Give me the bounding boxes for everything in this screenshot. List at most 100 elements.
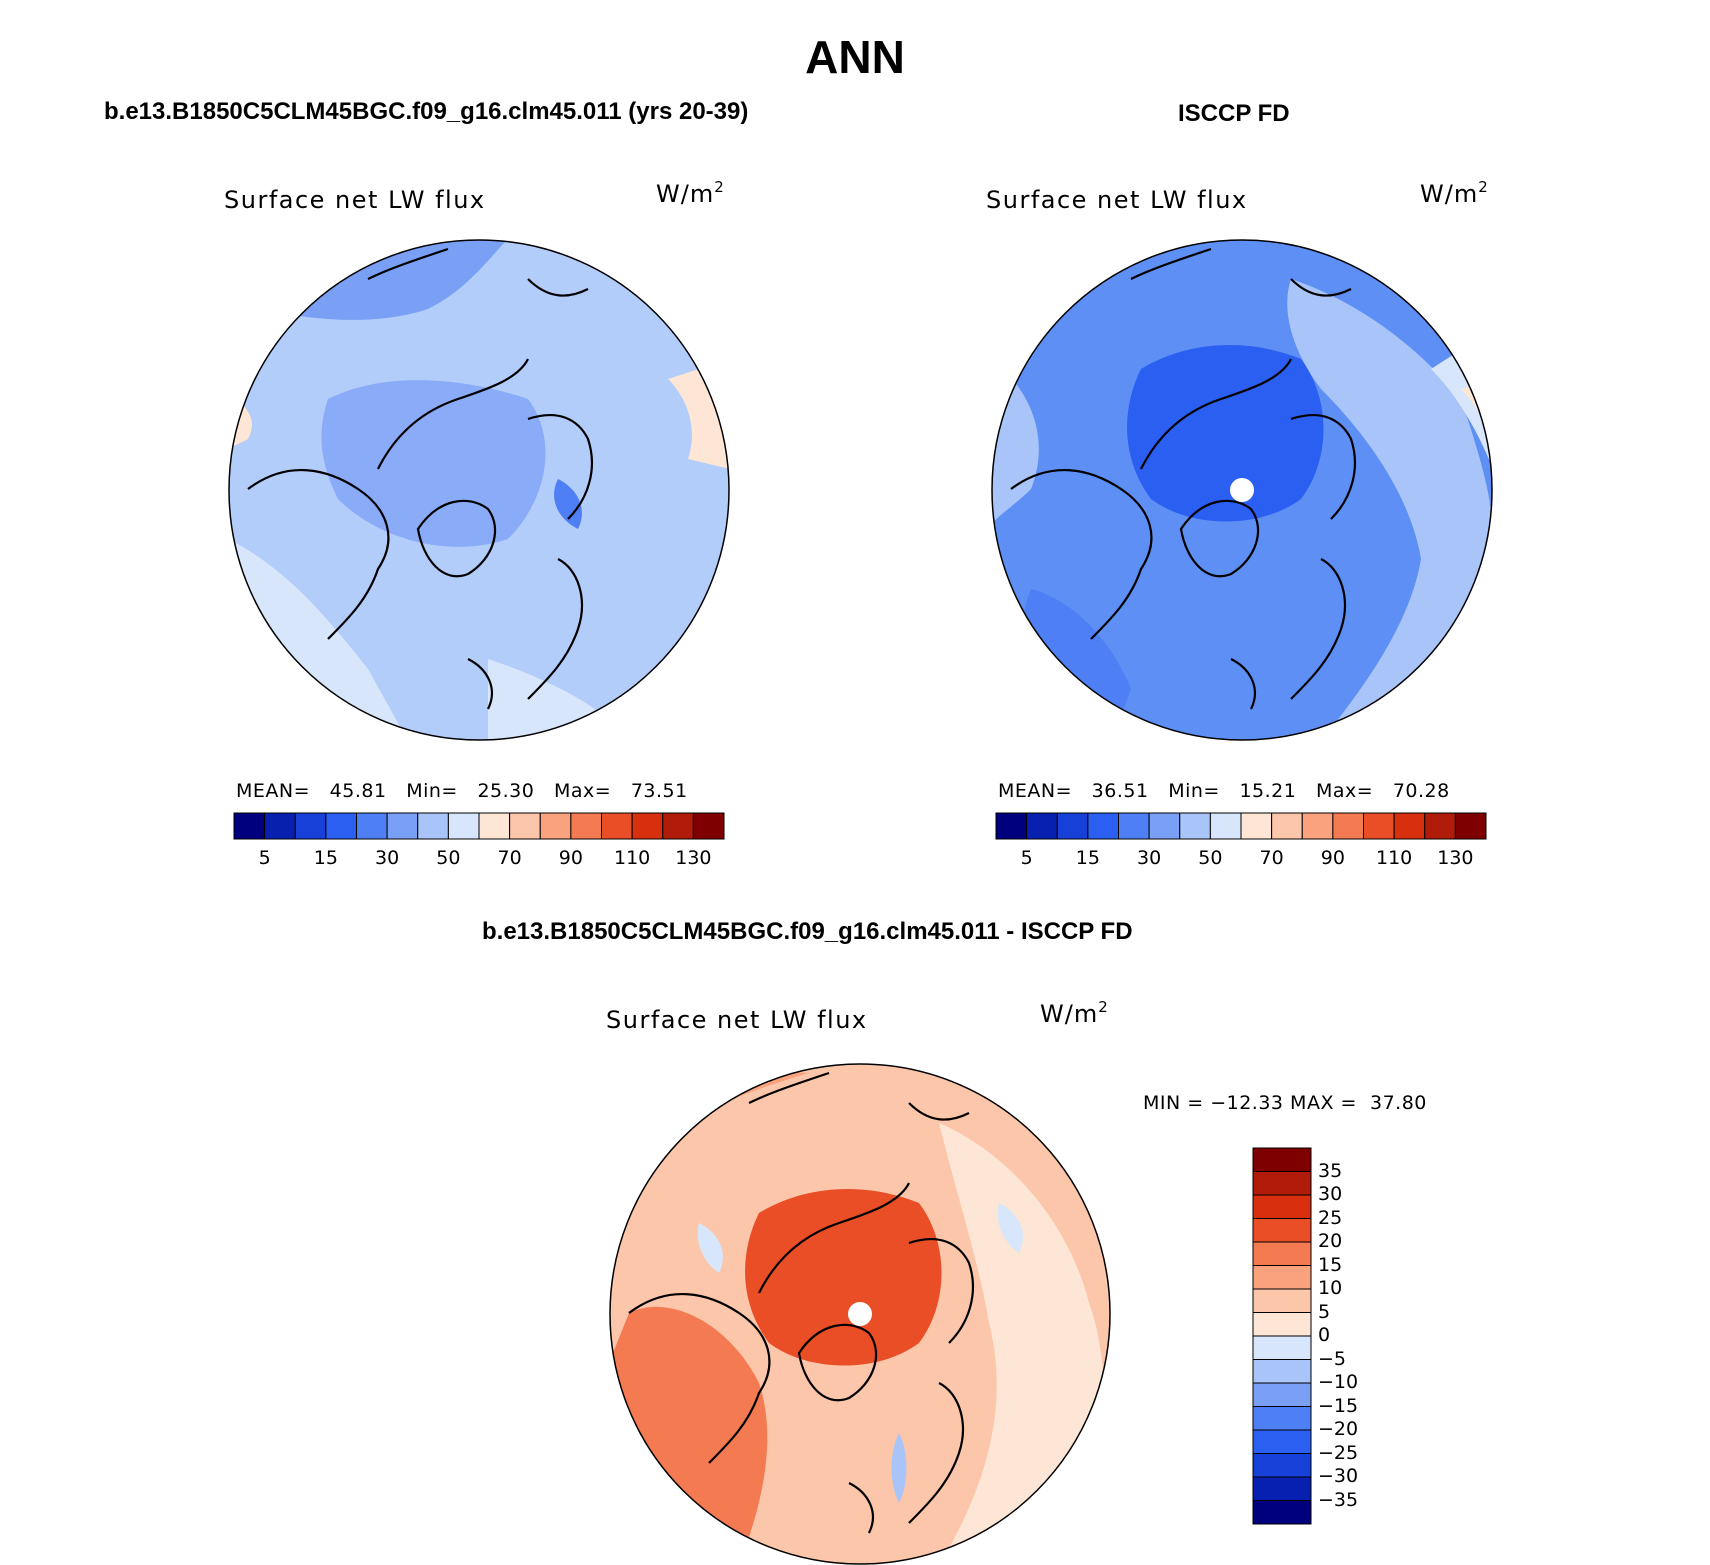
colorbar-tick-label: 50 bbox=[1198, 847, 1223, 869]
panel3-polar-map bbox=[609, 1063, 1111, 1565]
colorbar-swatch bbox=[1252, 1382, 1312, 1407]
colorbar-tick-label: 70 bbox=[497, 847, 522, 869]
colorbar-tick-label: 30 bbox=[1318, 1183, 1343, 1205]
colorbar-tick-label: −20 bbox=[1318, 1418, 1359, 1440]
colorbar-swatch bbox=[1252, 1429, 1312, 1454]
colorbar-swatch bbox=[1424, 812, 1456, 840]
colorbar-swatch bbox=[447, 812, 480, 840]
colorbar-swatch bbox=[1363, 812, 1395, 840]
panel1-polar-map bbox=[228, 239, 730, 741]
colorbar-swatch bbox=[1209, 812, 1242, 840]
colorbar-tick-label: 50 bbox=[436, 847, 461, 869]
colorbar-tick-label: −10 bbox=[1318, 1371, 1359, 1393]
colorbar-tick-label: 30 bbox=[1137, 847, 1162, 869]
colorbar-swatch bbox=[1056, 812, 1089, 840]
colorbar-tick-label: −15 bbox=[1318, 1394, 1359, 1417]
colorbar-swatch bbox=[1454, 812, 1487, 840]
colorbar-tick-label: 10 bbox=[1318, 1277, 1343, 1299]
colorbar-tick-label: 30 bbox=[375, 847, 400, 869]
main-title: ANN bbox=[805, 31, 905, 83]
colorbar-tick-label: 0 bbox=[1318, 1324, 1331, 1346]
colorbar-swatch bbox=[386, 812, 419, 840]
panel3-field-light bbox=[939, 1123, 1105, 1564]
panel2-variable-label: Surface net LW flux bbox=[986, 186, 1248, 214]
colorbar-tick-label: 110 bbox=[1375, 847, 1413, 869]
colorbar-tick-label: 90 bbox=[1320, 847, 1345, 869]
panel2-coastlines bbox=[1010, 247, 1356, 710]
colorbar-tick-label: 5 bbox=[1020, 847, 1033, 869]
colorbar-swatch bbox=[1240, 812, 1273, 840]
colorbar-swatch bbox=[539, 812, 572, 840]
colorbar-tick-label: −5 bbox=[1318, 1347, 1347, 1370]
colorbar-tick-label: 15 bbox=[1075, 847, 1100, 869]
colorbar-tick-label: −35 bbox=[1318, 1488, 1359, 1511]
colorbar-swatch bbox=[1252, 1312, 1312, 1337]
colorbar-swatch bbox=[1252, 1265, 1312, 1290]
colorbar-tick-label: 25 bbox=[1318, 1206, 1343, 1229]
colorbar-swatch bbox=[570, 812, 602, 840]
colorbar-swatch bbox=[1179, 812, 1211, 840]
panel3-variable-label: Surface net LW flux bbox=[606, 1006, 868, 1034]
panel3-units: W/m2 bbox=[1040, 998, 1109, 1028]
colorbar-swatch bbox=[1252, 1147, 1312, 1172]
colorbar-swatch bbox=[1252, 1194, 1312, 1219]
colorbar-swatch bbox=[1252, 1241, 1312, 1266]
colorbar-swatch bbox=[1332, 812, 1364, 840]
colorbar-tick-label: 20 bbox=[1318, 1230, 1343, 1252]
panel2-pole-hole bbox=[1230, 478, 1254, 502]
panel3-field-cool bbox=[697, 1223, 723, 1273]
colorbar-swatch bbox=[509, 812, 541, 840]
panel3-colorbar bbox=[1252, 1147, 1312, 1525]
panel3-coastlines bbox=[628, 1071, 974, 1534]
colorbar-swatch bbox=[1087, 812, 1119, 840]
panel1-field-dark bbox=[554, 479, 582, 529]
colorbar-swatch bbox=[601, 812, 633, 840]
colorbar-swatch bbox=[995, 812, 1028, 840]
colorbar-tick-label: −30 bbox=[1318, 1465, 1359, 1487]
colorbar-tick-label: −25 bbox=[1318, 1441, 1359, 1464]
colorbar-swatch bbox=[692, 812, 725, 840]
colorbar-swatch bbox=[1393, 812, 1426, 840]
colorbar-swatch bbox=[662, 812, 694, 840]
colorbar-swatch bbox=[1026, 812, 1058, 840]
colorbar-swatch bbox=[1252, 1335, 1312, 1360]
panel1-map-border bbox=[228, 239, 730, 741]
colorbar-swatch bbox=[417, 812, 449, 840]
colorbar-swatch bbox=[1148, 812, 1181, 840]
colorbar-tick-label: 35 bbox=[1318, 1159, 1343, 1182]
colorbar-swatch bbox=[1252, 1500, 1312, 1525]
colorbar-tick-label: 15 bbox=[313, 847, 338, 869]
panel2-colorbar bbox=[995, 812, 1487, 840]
colorbar-swatch bbox=[233, 812, 266, 840]
colorbar-tick-label: 5 bbox=[258, 847, 271, 869]
panel1-colorbar bbox=[233, 812, 725, 840]
colorbar-tick-label: 5 bbox=[1318, 1300, 1331, 1323]
colorbar-swatch bbox=[1118, 812, 1150, 840]
panel1-stats: MEAN= 45.81 Min= 25.30 Max= 73.51 bbox=[236, 780, 688, 802]
panel3-field-cool-3 bbox=[891, 1433, 907, 1503]
colorbar-swatch bbox=[1271, 812, 1303, 840]
colorbar-swatch bbox=[1252, 1359, 1312, 1384]
colorbar-swatch bbox=[1252, 1476, 1312, 1501]
panel1-units: W/m2 bbox=[656, 178, 725, 208]
colorbar-swatch bbox=[294, 812, 327, 840]
panel1-variable-label: Surface net LW flux bbox=[224, 186, 486, 214]
panel3-field-strongest bbox=[745, 1189, 942, 1366]
panel2-polar-map bbox=[991, 239, 1493, 741]
colorbar-swatch bbox=[1301, 812, 1334, 840]
panel3-stats: MIN = −12.33 MAX = 37.80 bbox=[1143, 1092, 1427, 1114]
colorbar-tick-label: 15 bbox=[1318, 1253, 1343, 1276]
colorbar-swatch bbox=[1252, 1218, 1312, 1243]
panel3-case-title: b.e13.B1850C5CLM45BGC.f09_g16.clm45.011 … bbox=[482, 918, 1133, 945]
panel3-pole-hole bbox=[848, 1302, 872, 1326]
colorbar-swatch bbox=[1252, 1171, 1312, 1196]
colorbar-swatch bbox=[264, 812, 296, 840]
colorbar-swatch bbox=[1252, 1288, 1312, 1313]
panel3-field-cool-2 bbox=[997, 1203, 1023, 1253]
colorbar-tick-label: 110 bbox=[613, 847, 651, 869]
colorbar-swatch bbox=[356, 812, 388, 840]
panel1-case-title: b.e13.B1850C5CLM45BGC.f09_g16.clm45.011 … bbox=[104, 98, 749, 125]
panel2-field-dark bbox=[1127, 345, 1324, 522]
colorbar-swatch bbox=[631, 812, 664, 840]
panel2-case-title: ISCCP FD bbox=[1178, 100, 1290, 127]
